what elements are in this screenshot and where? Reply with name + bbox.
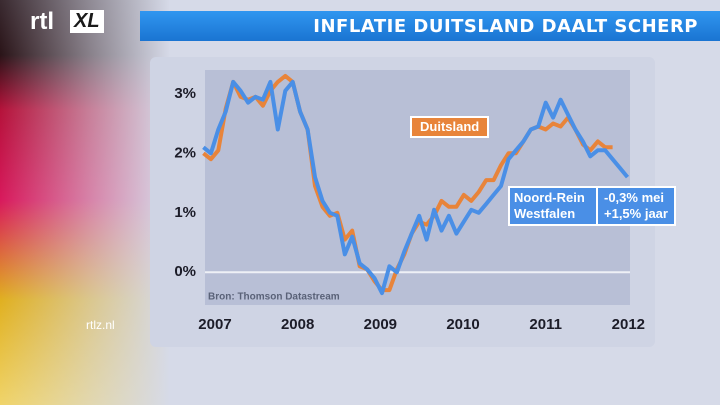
x-tick-label: 2012 xyxy=(612,316,645,333)
logo-badge: XL xyxy=(70,10,104,33)
annotation-box: -0,3% mei +1,5% jaar xyxy=(596,186,676,226)
x-tick-label: 2008 xyxy=(281,316,314,333)
y-tick-label: 0% xyxy=(174,263,196,280)
x-tick-label: 2009 xyxy=(364,316,397,333)
site-url: rtlz.nl xyxy=(86,318,115,332)
chart-title: INFLATIE DUITSLAND DAALT SCHERP xyxy=(313,16,698,37)
title-banner: INFLATIE DUITSLAND DAALT SCHERP xyxy=(140,11,720,41)
annotation: -0,3% mei xyxy=(604,190,664,205)
x-tick-label: 2010 xyxy=(446,316,479,333)
source: Bron: Thomson Datastream xyxy=(208,292,340,303)
legend-label: Noord-Rein Westfalen xyxy=(508,186,600,226)
annotation: +1,5% jaar xyxy=(604,206,668,221)
y-tick-label: 1% xyxy=(174,204,196,221)
logo: rtl xyxy=(30,8,54,35)
x-tick-label: 2007 xyxy=(198,316,231,333)
legend-label: Duitsland xyxy=(410,116,490,138)
y-tick-label: 3% xyxy=(174,85,196,102)
x-tick-label: 2011 xyxy=(529,316,562,333)
series-line xyxy=(202,79,630,296)
y-tick-label: 2% xyxy=(174,144,196,161)
